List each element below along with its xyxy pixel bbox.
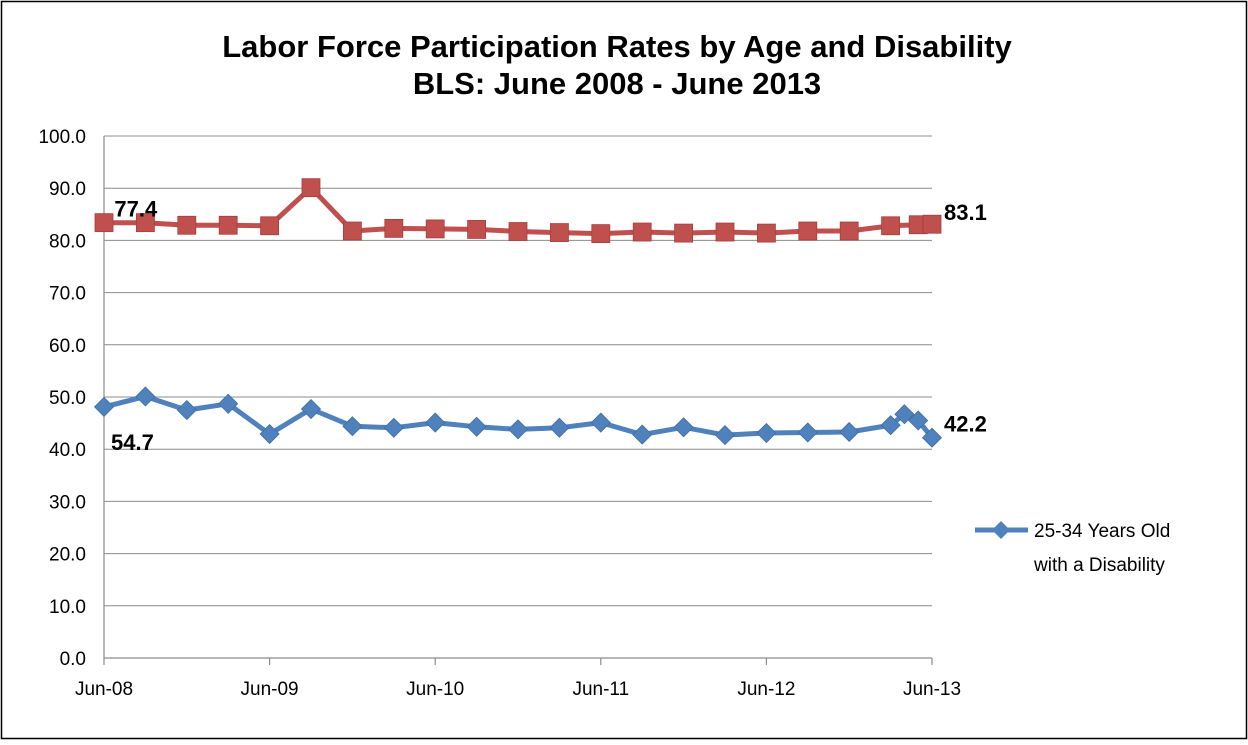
data-point-square xyxy=(425,219,445,239)
y-tick-label: 80.0 xyxy=(49,231,86,252)
x-tick-label: Jun-13 xyxy=(903,679,961,700)
data-point-diamond xyxy=(507,419,529,440)
x-tick-label: Jun-10 xyxy=(406,679,464,700)
data-point-diamond xyxy=(176,399,197,421)
series-line xyxy=(104,185,933,237)
series-red xyxy=(94,178,942,244)
x-tick-label: Jun-09 xyxy=(241,679,299,700)
legend-label: with a Disability xyxy=(1033,555,1165,576)
y-tick-label: 90.0 xyxy=(49,179,86,200)
data-point-diamond xyxy=(797,422,818,443)
x-tick-label: Jun-12 xyxy=(737,679,795,700)
data-point-diamond xyxy=(342,416,363,437)
y-tick-label: 50.0 xyxy=(49,388,86,409)
data-point-square xyxy=(135,213,155,233)
data-point-square xyxy=(467,220,487,239)
data-point-square xyxy=(798,221,818,241)
legend-label: 25-34 Years Old xyxy=(1034,521,1170,542)
data-point-square xyxy=(674,223,693,243)
data-point-square xyxy=(839,221,859,241)
data-label: 42.2 xyxy=(944,412,987,437)
data-point-square xyxy=(591,224,611,244)
data-point-diamond xyxy=(894,404,915,425)
y-tick-label: 70.0 xyxy=(49,284,86,305)
data-label: 77.4 xyxy=(114,197,158,222)
series-layer xyxy=(93,178,943,448)
data-point-diamond xyxy=(673,417,694,438)
data-point-square xyxy=(218,215,238,235)
data-point-diamond xyxy=(590,412,611,433)
x-tick-label: Jun-08 xyxy=(75,679,133,700)
data-point-square xyxy=(342,221,362,241)
data-label: 83.1 xyxy=(944,200,987,225)
data-point-square xyxy=(260,216,280,236)
data-point-diamond xyxy=(425,412,446,433)
y-tick-label: 100.0 xyxy=(38,127,86,148)
data-point-square xyxy=(301,178,321,198)
data-point-diamond xyxy=(714,425,736,446)
y-tick-label: 0.0 xyxy=(60,649,86,670)
y-tick-label: 10.0 xyxy=(49,597,86,618)
data-point-diamond xyxy=(880,415,901,436)
data-point-diamond xyxy=(466,416,487,437)
data-point-square xyxy=(550,223,569,242)
x-tick-label: Jun-11 xyxy=(572,679,629,700)
data-point-diamond xyxy=(632,424,653,445)
data-point-diamond xyxy=(218,393,239,414)
data-point-square xyxy=(94,213,114,233)
data-point-square xyxy=(632,222,652,242)
y-tick-label: 60.0 xyxy=(49,336,86,357)
data-point-diamond xyxy=(921,427,943,448)
data-point-diamond xyxy=(135,386,156,407)
legend: 25-34 Years Old with a Disability xyxy=(975,521,1170,576)
data-point-diamond xyxy=(908,410,929,431)
data-point-square xyxy=(177,215,197,235)
data-point-diamond xyxy=(300,398,322,420)
data-point-diamond xyxy=(756,422,777,444)
data-point-diamond xyxy=(839,421,860,443)
chart-title: Labor Force Participation Rates by Age a… xyxy=(222,29,1012,64)
data-point-diamond xyxy=(259,423,280,445)
y-tick-label: 30.0 xyxy=(49,492,86,513)
data-point-square xyxy=(922,214,942,234)
data-label: 54.7 xyxy=(111,430,154,455)
data-point-square xyxy=(384,218,404,238)
data-point-square xyxy=(508,222,528,241)
data-point-square xyxy=(715,222,735,242)
data-point-square xyxy=(757,223,776,243)
y-tick-label: 40.0 xyxy=(49,440,86,461)
y-tick-label: 20.0 xyxy=(49,545,86,566)
data-labels: 77.4 83.1 54.7 42.2 xyxy=(111,197,987,455)
data-point-square xyxy=(881,216,900,236)
legend-swatch-marker xyxy=(992,521,1010,539)
chart-subtitle: BLS: June 2008 - June 2013 xyxy=(413,66,821,101)
data-point-diamond xyxy=(93,396,115,417)
data-point-diamond xyxy=(549,417,570,438)
series-blue xyxy=(93,386,943,448)
gridlines xyxy=(104,135,932,607)
data-point-diamond xyxy=(383,417,404,438)
